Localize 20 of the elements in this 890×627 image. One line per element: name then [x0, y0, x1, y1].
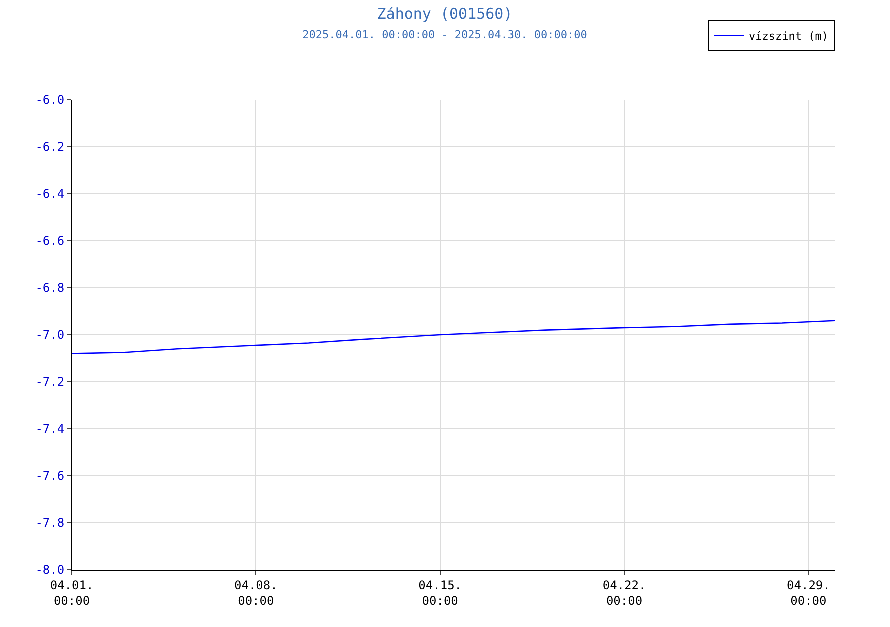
legend-label: vízszint (m)	[749, 30, 828, 43]
y-tick-label: -6.4	[36, 187, 65, 202]
y-tick-label: -6.2	[36, 140, 65, 154]
x-tick-label: 04.22. 00:00	[602, 578, 646, 608]
y-tick-label: -6.6	[36, 234, 65, 248]
y-tick-label: -6.8	[36, 281, 65, 296]
y-tick-label: -7.2	[36, 375, 65, 390]
x-tick-label: 04.15. 00:00	[418, 578, 462, 608]
y-tick-label: -8.0	[36, 563, 65, 578]
line-series	[72, 320, 835, 354]
y-tick-label: -7.6	[36, 469, 65, 484]
y-tick-label: -6.0	[36, 93, 65, 108]
x-tick-label: 04.29. 00:00	[787, 578, 830, 608]
y-tick-label: -7.8	[36, 516, 65, 530]
y-tick-label: -7.4	[36, 422, 65, 436]
x-tick-label: 04.01. 00:00	[50, 578, 94, 608]
y-tick-label: -7.0	[36, 328, 65, 342]
x-tick-label: 04.08. 00:00	[234, 578, 278, 608]
chart-title: Záhony (001560)	[377, 4, 513, 23]
chart-subtitle: 2025.04.01. 00:00:00 - 2025.04.30. 00:00:00	[302, 28, 588, 42]
